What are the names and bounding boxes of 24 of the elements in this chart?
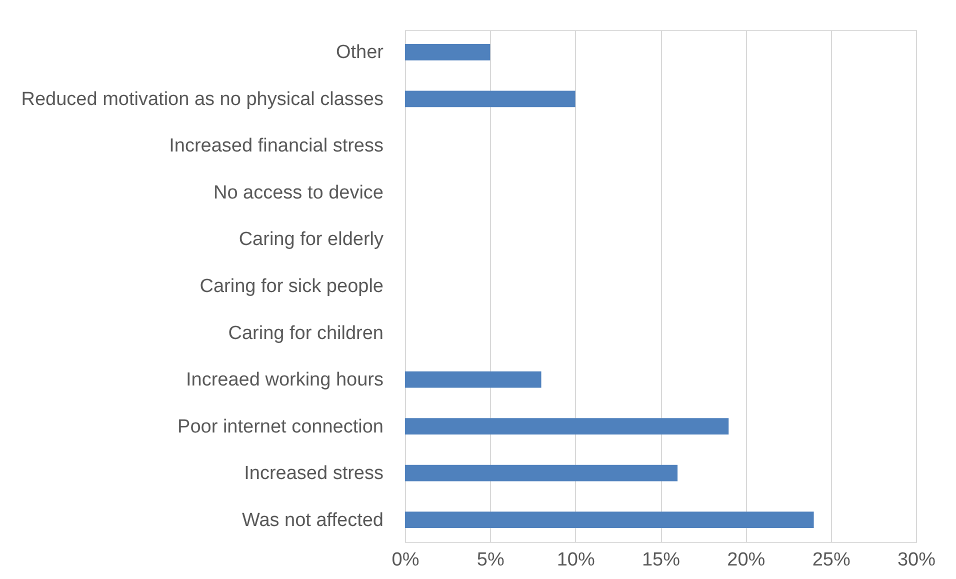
x-tick-label: 5% <box>476 550 504 570</box>
bar <box>405 371 542 388</box>
y-tick-label: No access to device <box>213 182 384 204</box>
y-tick-label: Reduced motivation as no physical classes <box>21 88 384 110</box>
x-tick-label: 10% <box>556 550 595 570</box>
x-tick-label: 25% <box>812 550 850 570</box>
bar <box>405 512 814 528</box>
bar <box>405 44 490 60</box>
x-tick-label: 30% <box>897 550 936 570</box>
y-tick-label: Caring for elderly <box>238 229 384 250</box>
bar <box>405 90 576 108</box>
y-tick-label: Caring for children <box>228 322 384 344</box>
y-tick-label: Other <box>336 42 384 64</box>
y-tick-label: Caring for sick people <box>200 276 384 297</box>
bar <box>405 464 678 482</box>
y-tick-label: Increased financial stress <box>169 136 384 157</box>
x-tick-label: 15% <box>642 550 680 570</box>
y-tick-label: Increaed working hours <box>186 370 384 391</box>
y-tick-label: Was not affected <box>242 510 384 531</box>
y-tick-label: Increased stress <box>244 463 384 484</box>
y-tick-label: Poor internet connection <box>178 416 384 438</box>
bar <box>405 418 729 434</box>
x-tick-label: 0% <box>392 550 420 570</box>
x-tick-label: 20% <box>727 550 766 570</box>
